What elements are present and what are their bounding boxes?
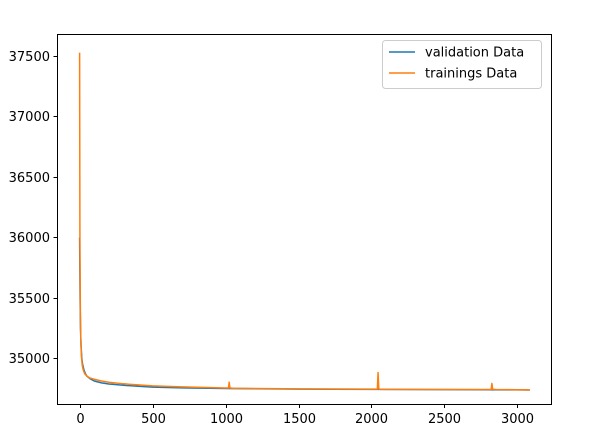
legend-label: validation Data [425,46,524,61]
legend-label: trainings Data [425,67,517,82]
axes-frame [57,34,552,405]
y-axis: 35000 35500 36000 36500 37000 37500 [9,50,58,367]
y-tick-label: 35000 [9,352,50,367]
x-tick-label: 3000 [501,412,534,427]
x-tick-label: 2500 [428,412,461,427]
y-tick-label: 35500 [9,292,50,307]
x-tick-label: 1000 [210,412,243,427]
series-layer [78,52,530,391]
y-tick-label: 37000 [9,110,50,125]
plot-area [57,34,551,404]
series-line-trainings [78,52,530,391]
x-tick-label: 1500 [283,412,316,427]
y-tick-label: 36000 [9,231,50,246]
x-axis: 0 500 1000 1500 2000 2500 3000 [76,404,534,427]
x-tick-label: 2000 [355,412,388,427]
x-tick-label: 500 [141,412,166,427]
legend-box [382,40,542,89]
y-tick-label: 37500 [9,50,50,65]
legend: validation Data trainings Data [382,40,542,89]
x-tick-label: 0 [76,412,84,427]
y-tick-label: 36500 [9,171,50,186]
